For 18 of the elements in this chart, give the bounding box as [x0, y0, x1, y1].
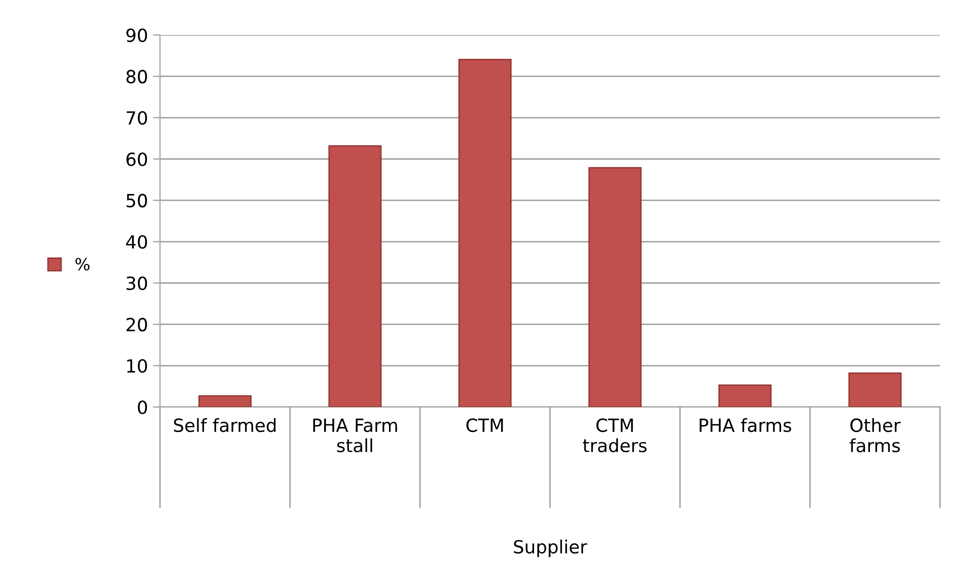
x-tick-label: CTM: [466, 418, 503, 432]
x-tick-label: Self farmed: [174, 418, 276, 432]
x-tick-label: CTM traders: [583, 418, 647, 452]
x-axis-title: Supplier: [514, 540, 588, 558]
x-tick-label: PHA Farm stall: [313, 418, 397, 452]
y-tick-label: 70: [126, 111, 147, 125]
y-tick-label: 40: [126, 235, 147, 249]
y-tick-label: 10: [127, 359, 147, 373]
y-tick-label: 60: [126, 152, 147, 166]
x-tick-label: PHA farms: [700, 418, 792, 432]
y-tick-label: 20: [126, 318, 147, 332]
y-tick-label: 90: [126, 28, 147, 42]
y-tick-label: 80: [126, 70, 147, 84]
legend-label: %: [75, 258, 90, 270]
y-tick-label: 30: [126, 276, 147, 290]
y-tick-label: 0: [138, 400, 147, 414]
x-tick-label: Other farms: [850, 418, 901, 452]
y-tick-label: 50: [126, 194, 147, 208]
